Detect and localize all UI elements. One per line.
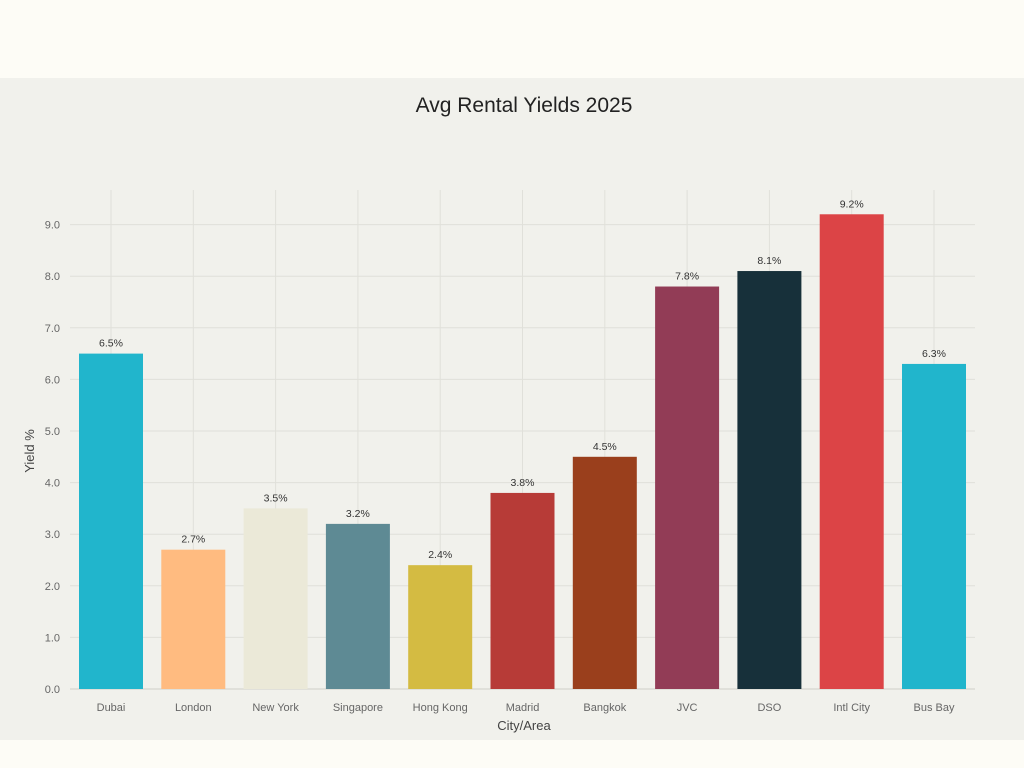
x-tick-label: Dubai <box>97 702 126 714</box>
data-label: 3.8% <box>511 477 535 489</box>
y-axis-label: Yield % <box>22 429 37 473</box>
x-tick-label: Hong Kong <box>413 702 468 714</box>
bars <box>79 214 966 689</box>
y-tick-label: 7.0 <box>45 323 60 335</box>
bar-jvc <box>655 286 720 689</box>
y-tick-label: 3.0 <box>45 529 60 541</box>
bar-madrid <box>490 492 555 689</box>
data-label: 6.5% <box>99 338 123 350</box>
chart-panel: 6.5% 2.7% 3.5% 3.2% 2.4% 3.8% 4.5% 7.8% 8.1% 9.2%… <box>0 78 1024 740</box>
y-tick-label: 0.0 <box>45 684 60 696</box>
bar-intl-city <box>819 214 884 689</box>
x-tick-label: Bangkok <box>583 702 626 714</box>
x-tick-label: Bus Bay <box>914 702 955 714</box>
bar-dso <box>737 271 802 689</box>
data-labels: 6.5% 2.7% 3.5% 3.2% 2.4% 3.8% 4.5% 7.8% 8.1% 9.2%… <box>99 198 946 561</box>
bar-bus-bay <box>902 363 966 689</box>
x-axis-label: City/Area <box>497 718 551 733</box>
x-tick-label: DSO <box>757 702 781 714</box>
data-label: 3.5% <box>264 492 288 504</box>
y-tick-label: 2.0 <box>45 581 60 593</box>
y-tick-label: 4.0 <box>45 478 60 490</box>
data-label: 6.3% <box>922 348 946 360</box>
x-tick-label: Singapore <box>333 702 383 714</box>
y-tick-label: 5.0 <box>45 426 60 438</box>
y-tick-label: 6.0 <box>45 374 60 386</box>
x-tick-label: JVC <box>677 702 698 714</box>
data-label: 7.8% <box>675 271 699 283</box>
data-label: 2.4% <box>428 549 452 561</box>
x-tick-label: Madrid <box>506 702 540 714</box>
y-tick-label: 9.0 <box>45 220 60 232</box>
bar-london <box>161 549 226 689</box>
data-label: 3.2% <box>346 508 370 520</box>
data-label: 9.2% <box>840 198 864 210</box>
x-tick-label: Intl City <box>833 702 870 714</box>
x-axis-ticks: Dubai London New York Singapore Hong Kong Mad… <box>97 702 955 714</box>
data-label: 2.7% <box>181 534 205 546</box>
x-tick-label: New York <box>252 702 299 714</box>
data-label: 8.1% <box>757 255 781 267</box>
bar-hong-kong <box>408 565 473 689</box>
bar-new-york <box>243 508 308 689</box>
bar-dubai <box>79 353 143 689</box>
data-label: 4.5% <box>593 441 617 453</box>
bar-singapore <box>325 523 390 689</box>
chart-title: Avg Rental Yields 2025 <box>416 94 633 117</box>
bar-bangkok <box>572 456 637 689</box>
y-axis-ticks: 0.0 1.0 2.0 3.0 4.0 5.0 6.0 7.0 8.0 9.0 <box>45 220 60 696</box>
y-tick-label: 8.0 <box>45 271 60 283</box>
bar-chart: 6.5% 2.7% 3.5% 3.2% 2.4% 3.8% 4.5% 7.8% 8.1% 9.2%… <box>22 94 975 733</box>
y-tick-label: 1.0 <box>45 632 60 644</box>
x-tick-label: London <box>175 702 212 714</box>
